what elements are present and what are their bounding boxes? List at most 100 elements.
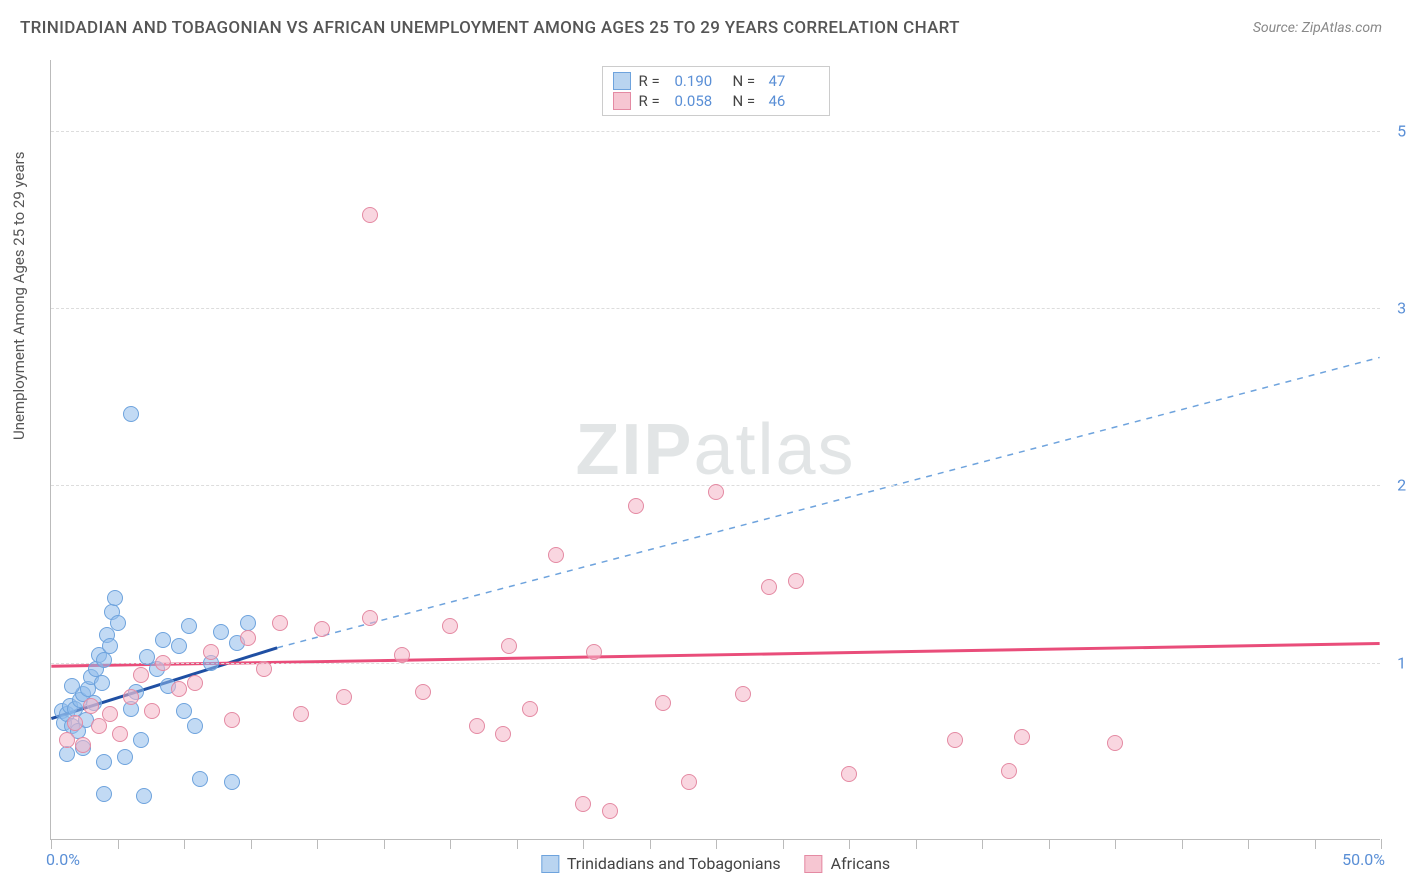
y-axis-label: Unemployment Among Ages 25 to 29 years bbox=[10, 152, 28, 440]
legend-n-label: N = bbox=[733, 92, 761, 110]
y-tick-label: 37.5% bbox=[1397, 299, 1406, 318]
legend-series-item: Africans bbox=[805, 854, 890, 873]
scatter-point bbox=[415, 684, 431, 700]
x-tick bbox=[1049, 839, 1050, 849]
x-tick bbox=[1115, 839, 1116, 849]
scatter-point bbox=[117, 749, 133, 765]
scatter-point bbox=[96, 652, 112, 668]
scatter-point bbox=[947, 732, 963, 748]
legend-n-value: 47 bbox=[769, 72, 819, 90]
y-tick-label: 25.0% bbox=[1397, 476, 1406, 495]
x-tick bbox=[184, 839, 185, 849]
scatter-point bbox=[171, 638, 187, 654]
legend-r-label: R = bbox=[639, 72, 667, 90]
scatter-point bbox=[522, 701, 538, 717]
x-tick bbox=[384, 839, 385, 849]
scatter-point bbox=[133, 732, 149, 748]
legend-swatch bbox=[613, 72, 631, 90]
scatter-point bbox=[575, 796, 591, 812]
scatter-point bbox=[176, 703, 192, 719]
y-tick-label: 50.0% bbox=[1397, 121, 1406, 140]
scatter-point bbox=[442, 618, 458, 634]
legend-correlation-row: R =0.190N =47 bbox=[613, 71, 819, 91]
scatter-point bbox=[102, 706, 118, 722]
scatter-point bbox=[336, 689, 352, 705]
scatter-point bbox=[602, 803, 618, 819]
scatter-point bbox=[586, 644, 602, 660]
x-tick bbox=[517, 839, 518, 849]
scatter-point bbox=[59, 746, 75, 762]
x-tick bbox=[450, 839, 451, 849]
scatter-point bbox=[187, 718, 203, 734]
scatter-point bbox=[213, 624, 229, 640]
scatter-point bbox=[59, 732, 75, 748]
scatter-point bbox=[181, 618, 197, 634]
legend-swatch bbox=[541, 855, 559, 873]
scatter-point bbox=[224, 774, 240, 790]
scatter-point bbox=[94, 675, 110, 691]
scatter-point bbox=[272, 615, 288, 631]
legend-n-label: N = bbox=[733, 72, 761, 90]
legend-r-value: 0.058 bbox=[675, 92, 725, 110]
scatter-point bbox=[1001, 763, 1017, 779]
x-tick bbox=[1381, 839, 1382, 849]
x-tick bbox=[849, 839, 850, 849]
scatter-point bbox=[203, 644, 219, 660]
x-axis-min-label: 0.0% bbox=[46, 850, 80, 869]
scatter-point bbox=[495, 726, 511, 742]
x-tick bbox=[118, 839, 119, 849]
scatter-point bbox=[155, 632, 171, 648]
scatter-point bbox=[64, 678, 80, 694]
x-axis-max-label: 50.0% bbox=[1342, 850, 1385, 869]
scatter-point bbox=[136, 788, 152, 804]
legend-r-label: R = bbox=[639, 92, 667, 110]
scatter-point bbox=[110, 615, 126, 631]
scatter-point bbox=[708, 484, 724, 500]
scatter-point bbox=[501, 638, 517, 654]
scatter-point bbox=[240, 630, 256, 646]
scatter-point bbox=[112, 726, 128, 742]
scatter-point bbox=[67, 715, 83, 731]
x-tick bbox=[783, 839, 784, 849]
scatter-point bbox=[469, 718, 485, 734]
scatter-point bbox=[362, 207, 378, 223]
legend-series-label: Africans bbox=[831, 854, 890, 873]
legend-swatch bbox=[613, 92, 631, 110]
scatter-point bbox=[548, 547, 564, 563]
scatter-point bbox=[256, 661, 272, 677]
scatter-point bbox=[123, 689, 139, 705]
legend-swatch bbox=[805, 855, 823, 873]
scatter-point bbox=[144, 703, 160, 719]
watermark-zip: ZIP bbox=[575, 410, 693, 490]
scatter-point bbox=[293, 706, 309, 722]
y-tick-label: 12.5% bbox=[1397, 653, 1406, 672]
gridline bbox=[51, 131, 1380, 132]
legend-correlation-row: R =0.058N =46 bbox=[613, 91, 819, 111]
scatter-point bbox=[735, 686, 751, 702]
scatter-point bbox=[314, 621, 330, 637]
scatter-point bbox=[192, 771, 208, 787]
scatter-point bbox=[761, 579, 777, 595]
scatter-point bbox=[187, 675, 203, 691]
x-tick bbox=[916, 839, 917, 849]
watermark: ZIPatlas bbox=[575, 409, 855, 491]
x-tick bbox=[317, 839, 318, 849]
x-tick bbox=[650, 839, 651, 849]
scatter-point bbox=[83, 698, 99, 714]
x-tick bbox=[51, 839, 52, 849]
scatter-point bbox=[171, 681, 187, 697]
gridline bbox=[51, 663, 1380, 664]
scatter-point bbox=[133, 667, 149, 683]
scatter-point bbox=[96, 754, 112, 770]
scatter-point bbox=[362, 610, 378, 626]
scatter-point bbox=[394, 647, 410, 663]
scatter-point bbox=[655, 695, 671, 711]
scatter-point bbox=[224, 712, 240, 728]
chart-title: TRINIDADIAN AND TOBAGONIAN VS AFRICAN UN… bbox=[20, 18, 960, 38]
watermark-atlas: atlas bbox=[693, 410, 855, 490]
gridline bbox=[51, 308, 1380, 309]
x-tick bbox=[982, 839, 983, 849]
legend-series-item: Trinidadians and Tobagonians bbox=[541, 854, 781, 873]
scatter-point bbox=[788, 573, 804, 589]
x-tick bbox=[1182, 839, 1183, 849]
